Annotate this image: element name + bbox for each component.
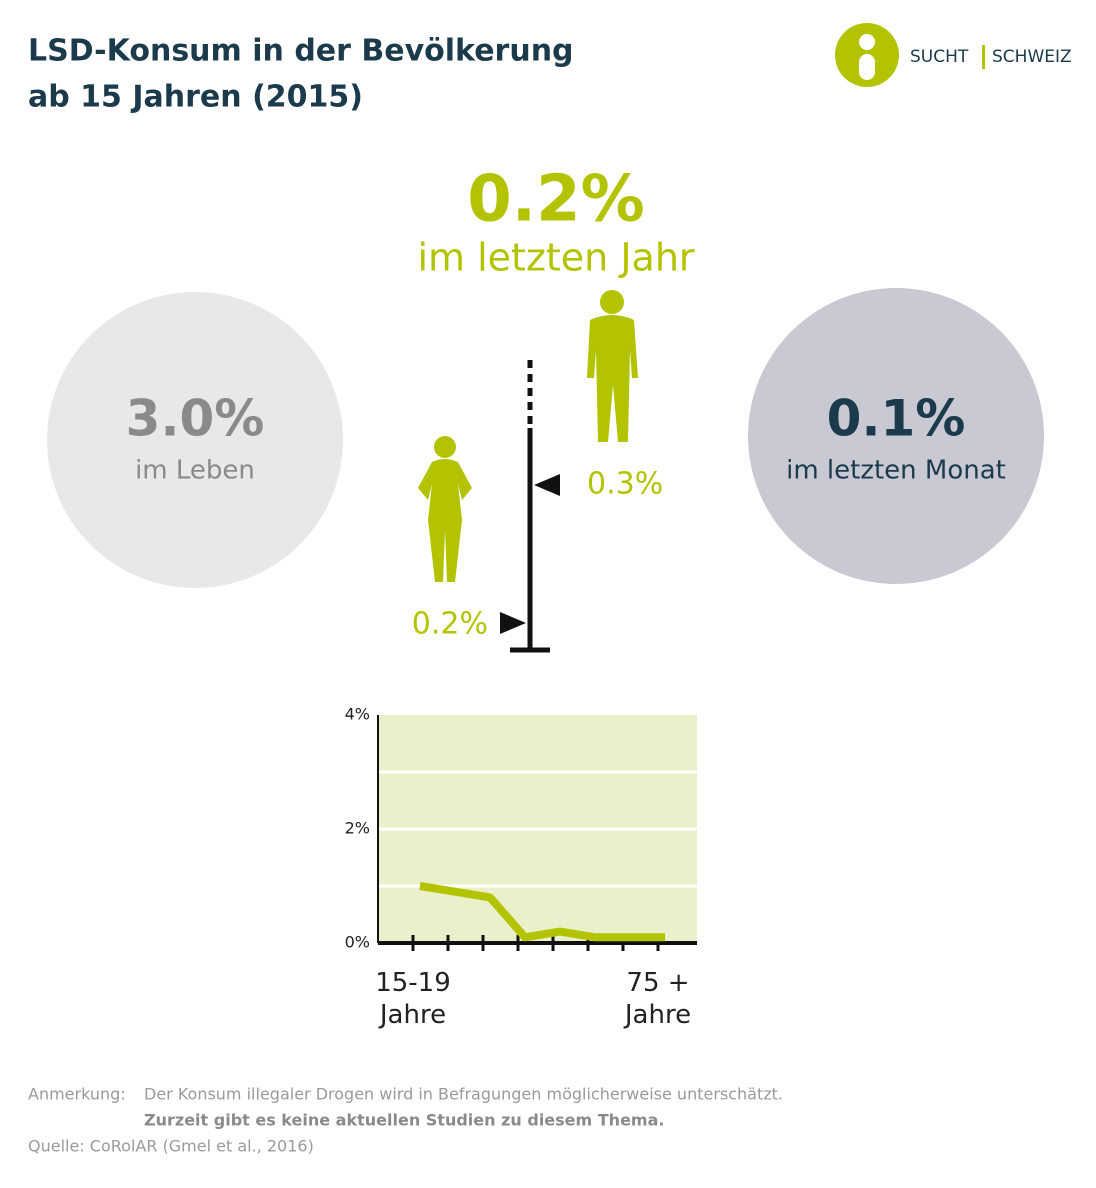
- logo-text: SCHWEIZ: [992, 47, 1072, 67]
- y-tick-label: 2%: [345, 819, 370, 838]
- logo-bar: [859, 54, 875, 80]
- title: ab 15 Jahren (2015): [28, 80, 363, 115]
- title: LSD-Konsum in der Bevölkerung: [28, 34, 574, 69]
- men-value: 0.3%: [587, 467, 663, 502]
- month-value: 0.1%: [827, 390, 966, 448]
- note-bold: Zurzeit gibt es keine aktuellen Studien …: [144, 1111, 664, 1130]
- y-tick-label: 0%: [345, 933, 370, 952]
- logo-dot: [859, 34, 875, 50]
- month-label: im letzten Monat: [786, 456, 1006, 486]
- woman-icon: [418, 436, 472, 582]
- note: Der Konsum illegaler Drogen wird in Befr…: [144, 1085, 783, 1104]
- line-chart: 0% 2% 4% 15-19 Jahre 75 + Jahre: [345, 705, 697, 1030]
- logo: SUCHT SCHWEIZ: [835, 23, 1072, 87]
- source: Quelle: CoRolAR (Gmel et al., 2016): [28, 1137, 314, 1156]
- logo-sep: [982, 45, 985, 69]
- logo-text: SUCHT: [910, 47, 969, 67]
- x-tick-label: 75 + Jahre: [623, 968, 691, 1030]
- man-icon: [587, 290, 638, 442]
- month-circle: [748, 288, 1044, 584]
- lifetime-label: im Leben: [135, 456, 255, 486]
- lifetime-circle: [47, 292, 343, 588]
- lifetime-value: 3.0%: [126, 390, 265, 448]
- pointer: [500, 612, 526, 634]
- year-label: im letzten Jahr: [417, 236, 694, 280]
- women-value: 0.2%: [412, 607, 488, 642]
- gender-scale: 0.3% 0.2%: [412, 290, 663, 653]
- y-tick-label: 4%: [345, 705, 370, 724]
- line: [419, 882, 665, 942]
- pointer: [534, 474, 560, 496]
- x-tick-label: 15-19 Jahre: [375, 968, 451, 1030]
- year-value: 0.2%: [467, 163, 645, 237]
- note-label: Anmerkung:: [28, 1085, 126, 1104]
